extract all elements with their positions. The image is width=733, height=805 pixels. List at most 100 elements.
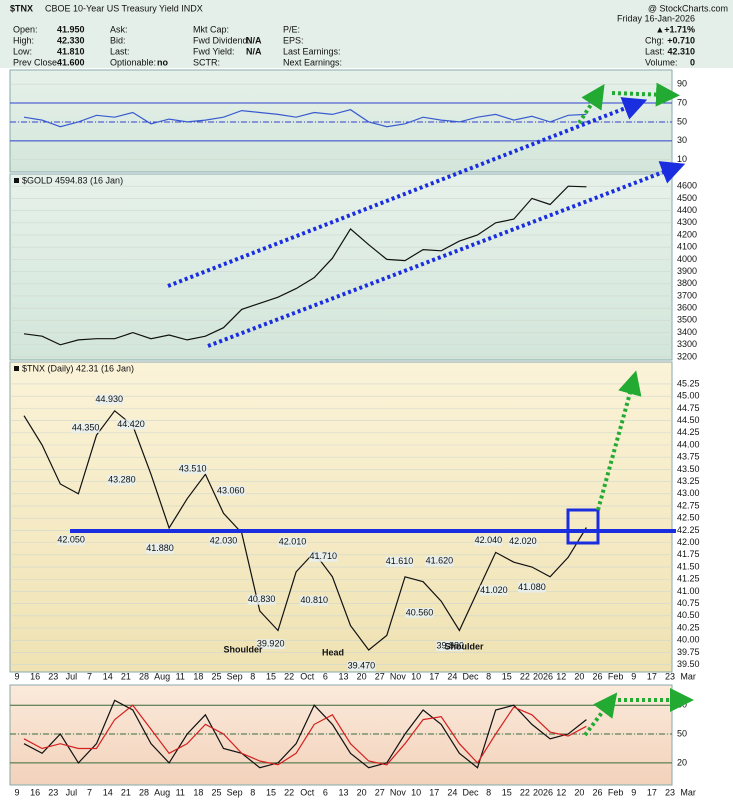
y-tick-label: 44.50: [677, 415, 700, 425]
y-tick-label: 4600: [677, 181, 697, 191]
panel-title: $TNX (Daily) 42.31 (16 Jan): [22, 363, 134, 373]
quote-label: Mkt Cap:: [193, 24, 229, 34]
x-tick-label: 25: [212, 787, 222, 797]
series-line: [23, 699, 587, 769]
gold-panel: [9, 173, 673, 361]
y-tick-label: 4200: [677, 229, 697, 239]
x-tick-label: 8: [486, 787, 491, 797]
y-tick-label: 3800: [677, 278, 697, 288]
y-tick-label: 42.75: [677, 500, 700, 510]
annotation-bg: [209, 536, 238, 547]
x-tick-label: 9: [631, 671, 636, 681]
x-tick-label: Aug: [154, 787, 170, 797]
x-tick-label: 10: [411, 671, 421, 681]
annotation: 40.830: [248, 594, 276, 604]
date: Friday 16-Jan-2026: [617, 13, 695, 23]
x-tick-label: 23: [48, 787, 58, 797]
x-tick-label: 28: [139, 671, 149, 681]
x-tick-label: 18: [193, 787, 203, 797]
x-tick-label: 24: [447, 787, 457, 797]
y-tick-label: 39.75: [677, 647, 700, 657]
x-tick-label: Dec: [462, 787, 479, 797]
pattern-label: Head: [322, 647, 344, 657]
x-tick-label: 22: [284, 787, 294, 797]
x-tick-label: 17: [429, 671, 439, 681]
x-tick-label: 10: [411, 787, 421, 797]
y-tick-label: 43.50: [677, 464, 700, 474]
panel-title: $GOLD 4594.83 (16 Jan): [22, 175, 123, 185]
y-tick-label: 41.25: [677, 574, 700, 584]
quote-label: Last:: [110, 46, 130, 56]
quote-label: EPS:: [283, 35, 304, 45]
pattern-label: Shoulder: [444, 641, 483, 651]
x-tick-label: Feb: [608, 671, 624, 681]
y-tick-label: 40.50: [677, 610, 700, 620]
x-tick-label: 7: [87, 671, 92, 681]
y-tick-label: 41.75: [677, 549, 700, 559]
summary-value: +0.710: [667, 35, 695, 45]
x-tick-label: 23: [48, 671, 58, 681]
x-tick-label: 27: [375, 787, 385, 797]
x-tick-label: 17: [647, 671, 657, 681]
annotation-bg: [425, 556, 454, 567]
annotation: 41.020: [480, 585, 508, 595]
y-tick-label: 4000: [677, 254, 697, 264]
x-tick-label: 11: [176, 787, 185, 797]
x-tick-label: 8: [486, 671, 491, 681]
x-tick-label: 9: [14, 671, 19, 681]
annotation-bg: [178, 463, 207, 474]
y-tick-label: 42.00: [677, 537, 700, 547]
y-tick-label: 90: [677, 79, 687, 89]
annotation-bg: [508, 536, 537, 547]
y-tick-label: 3900: [677, 266, 697, 276]
annotation: 39.880: [437, 641, 465, 651]
summary-value: 0: [690, 57, 695, 67]
x-tick-label: 15: [502, 671, 512, 681]
x-tick-label: Oct: [300, 671, 315, 681]
x-tick-label: Oct: [300, 787, 315, 797]
x-tick-label: 7: [87, 787, 92, 797]
annotation: 42.010: [279, 537, 307, 547]
y-tick-label: 50: [677, 116, 687, 126]
y-tick-label: 42.25: [677, 525, 700, 535]
header-bg: [0, 0, 733, 68]
highlight-box: [566, 508, 600, 545]
annotation: 44.930: [95, 394, 123, 404]
annotation-bg: [436, 641, 465, 652]
x-tick-label: Dec: [462, 671, 479, 681]
annotation-bg: [309, 551, 338, 562]
quote-value: N/A: [246, 46, 262, 56]
x-tick-label: 21: [121, 671, 131, 681]
x-tick-label: 18: [193, 671, 203, 681]
series-line: [23, 409, 587, 651]
x-tick-label: 24: [447, 671, 457, 681]
annotation: 42.050: [57, 535, 85, 545]
annotation: 40.560: [406, 607, 434, 617]
x-tick-label: 2026: [533, 671, 553, 681]
stoch-panel: [9, 684, 673, 786]
y-tick-label: 4100: [677, 242, 697, 252]
annotation: 42.030: [210, 536, 238, 546]
annotation: 41.880: [146, 543, 174, 553]
quote-value: 42.330: [57, 35, 85, 45]
y-tick-label: 20: [677, 757, 687, 767]
annotation-bg: [278, 537, 307, 548]
summary-label: Volume:: [645, 57, 678, 67]
y-tick-label: 40.25: [677, 622, 700, 632]
quote-value: 41.810: [57, 46, 85, 56]
pattern-label: Shoulder: [223, 644, 262, 654]
x-tick-label: Aug: [154, 671, 170, 681]
annotation-bg: [71, 422, 100, 433]
annotation-bg: [146, 543, 175, 554]
quote-label: P/E:: [283, 24, 300, 34]
annotation: 42.040: [475, 535, 503, 545]
quote-label: Ask:: [110, 24, 128, 34]
change-pct: ▲+1.71%: [655, 24, 695, 34]
quote-label: Low:: [13, 46, 32, 56]
y-tick-label: 3400: [677, 327, 697, 337]
y-tick-label: 43.75: [677, 452, 700, 462]
annotation-bg: [474, 535, 503, 546]
y-tick-label: 50: [677, 728, 687, 738]
